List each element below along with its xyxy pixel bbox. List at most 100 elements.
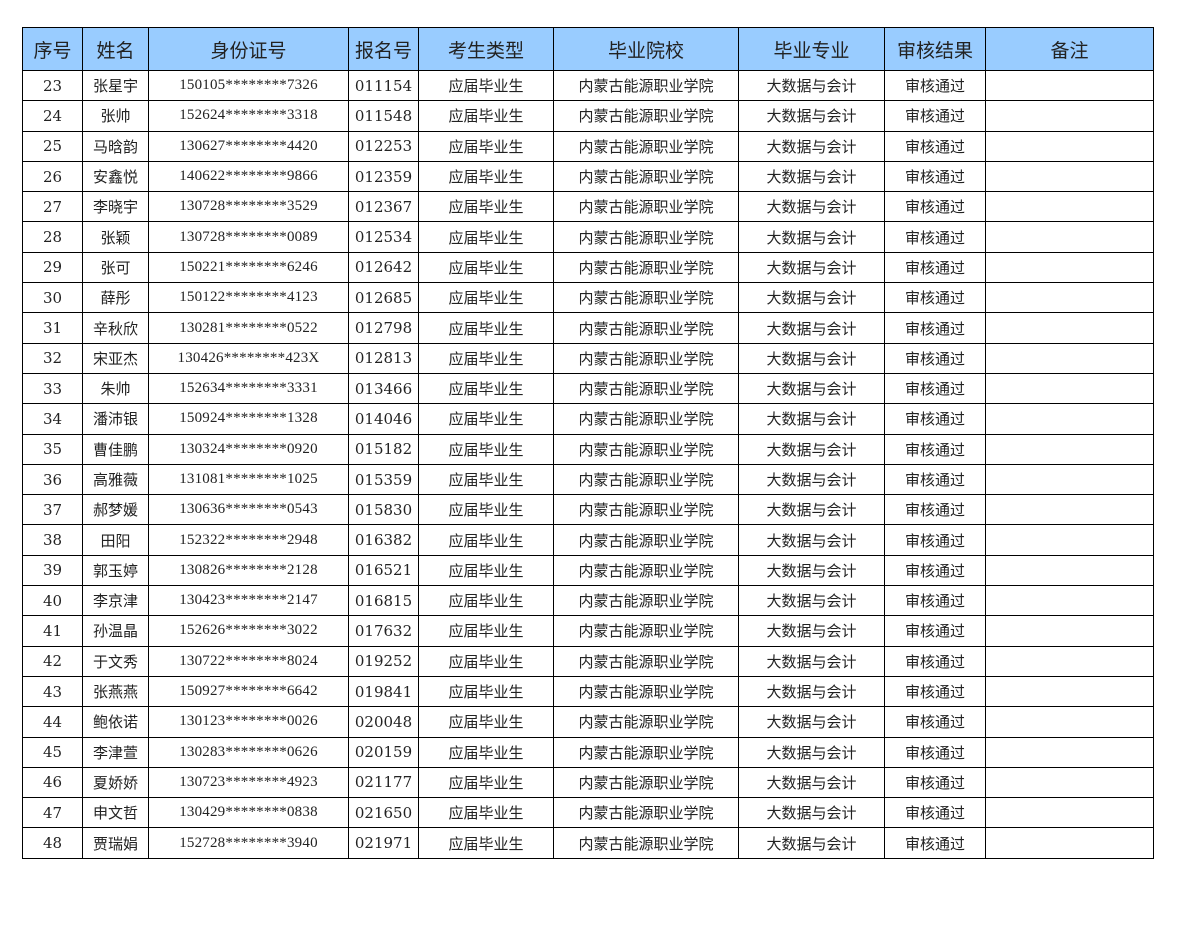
- cell-seq: 41: [22, 615, 83, 647]
- cell-name: 李津萱: [82, 736, 149, 768]
- cell-candidate-type: 应届毕业生: [418, 69, 554, 102]
- cell-candidate-type: 应届毕业生: [418, 797, 554, 829]
- cell-seq: 25: [22, 130, 83, 162]
- cell-name: 张帅: [82, 100, 149, 132]
- cell-review-result: 审核通过: [884, 463, 986, 496]
- cell-major: 大数据与会计: [738, 433, 885, 465]
- cell-remarks: [985, 524, 1154, 556]
- table-row: 26 安鑫悦 140622********9866 012359 应届毕业生 内蒙古能源职…: [22, 160, 1154, 193]
- cell-seq: 39: [22, 554, 83, 587]
- cell-id-number: 130636********0543: [148, 494, 349, 526]
- cell-school: 内蒙古能源职业学院: [553, 312, 739, 344]
- cell-candidate-type: 应届毕业生: [418, 191, 554, 223]
- cell-school: 内蒙古能源职业学院: [553, 463, 739, 496]
- cell-id-number: 130324********0920: [148, 433, 349, 465]
- cell-remarks: [985, 160, 1154, 193]
- cell-reg-number: 011548: [348, 100, 419, 132]
- cell-seq: 34: [22, 403, 83, 435]
- cell-id-number: 152728********3940: [148, 827, 349, 859]
- cell-id-number: 140622********9866: [148, 160, 349, 193]
- cell-id-number: 150927********6642: [148, 675, 349, 708]
- column-header-review-result: 审核结果: [884, 27, 986, 71]
- cell-id-number: 150105********7326: [148, 69, 349, 102]
- cell-remarks: [985, 585, 1154, 617]
- cell-major: 大数据与会计: [738, 160, 885, 193]
- cell-remarks: [985, 827, 1154, 859]
- cell-major: 大数据与会计: [738, 130, 885, 162]
- cell-seq: 32: [22, 342, 83, 374]
- cell-reg-number: 021971: [348, 827, 419, 859]
- cell-school: 内蒙古能源职业学院: [553, 554, 739, 587]
- cell-candidate-type: 应届毕业生: [418, 100, 554, 132]
- cell-reg-number: 011154: [348, 69, 419, 102]
- cell-name: 张颖: [82, 221, 149, 253]
- cell-reg-number: 012367: [348, 191, 419, 223]
- cell-candidate-type: 应届毕业生: [418, 372, 554, 405]
- table-row: 37 郝梦媛 130636********0543 015830 应届毕业生 内蒙古能源职…: [22, 494, 1154, 526]
- cell-name: 朱帅: [82, 372, 149, 405]
- cell-remarks: [985, 191, 1154, 223]
- cell-review-result: 审核通过: [884, 251, 986, 284]
- cell-candidate-type: 应届毕业生: [418, 282, 554, 314]
- cell-name: 贾瑞娟: [82, 827, 149, 859]
- cell-school: 内蒙古能源职业学院: [553, 100, 739, 132]
- cell-name: 张星宇: [82, 69, 149, 102]
- cell-school: 内蒙古能源职业学院: [553, 221, 739, 253]
- cell-candidate-type: 应届毕业生: [418, 675, 554, 708]
- cell-id-number: 130722********8024: [148, 645, 349, 677]
- table-row: 42 于文秀 130722********8024 019252 应届毕业生 内蒙古能源职…: [22, 645, 1154, 677]
- cell-school: 内蒙古能源职业学院: [553, 524, 739, 556]
- cell-remarks: [985, 433, 1154, 465]
- table-row: 31 辛秋欣 130281********0522 012798 应届毕业生 内蒙古能源职…: [22, 312, 1154, 344]
- cell-reg-number: 015182: [348, 433, 419, 465]
- cell-id-number: 130723********4923: [148, 766, 349, 799]
- cell-id-number: 130728********3529: [148, 191, 349, 223]
- cell-reg-number: 015359: [348, 463, 419, 496]
- column-header-remarks: 备注: [985, 27, 1154, 71]
- cell-review-result: 审核通过: [884, 736, 986, 768]
- cell-name: 张可: [82, 251, 149, 284]
- cell-major: 大数据与会计: [738, 463, 885, 496]
- cell-name: 孙温晶: [82, 615, 149, 647]
- cell-seq: 36: [22, 463, 83, 496]
- cell-remarks: [985, 251, 1154, 284]
- cell-school: 内蒙古能源职业学院: [553, 433, 739, 465]
- cell-id-number: 131081********1025: [148, 463, 349, 496]
- cell-seq: 40: [22, 585, 83, 617]
- cell-reg-number: 021177: [348, 766, 419, 799]
- cell-major: 大数据与会计: [738, 766, 885, 799]
- cell-id-number: 130429********0838: [148, 797, 349, 829]
- table-row: 35 曹佳鹏 130324********0920 015182 应届毕业生 内蒙古能源职…: [22, 433, 1154, 465]
- table-row: 30 薛彤 150122********4123 012685 应届毕业生 内蒙古能源职业…: [22, 282, 1154, 314]
- cell-remarks: [985, 130, 1154, 162]
- cell-remarks: [985, 100, 1154, 132]
- cell-seq: 44: [22, 706, 83, 738]
- cell-candidate-type: 应届毕业生: [418, 251, 554, 284]
- cell-id-number: 150122********4123: [148, 282, 349, 314]
- cell-candidate-type: 应届毕业生: [418, 524, 554, 556]
- cell-name: 马晗韵: [82, 130, 149, 162]
- cell-candidate-type: 应届毕业生: [418, 827, 554, 859]
- cell-name: 张燕燕: [82, 675, 149, 708]
- cell-review-result: 审核通过: [884, 433, 986, 465]
- cell-reg-number: 021650: [348, 797, 419, 829]
- cell-major: 大数据与会计: [738, 191, 885, 223]
- cell-school: 内蒙古能源职业学院: [553, 160, 739, 193]
- cell-major: 大数据与会计: [738, 736, 885, 768]
- cell-seq: 29: [22, 251, 83, 284]
- cell-seq: 24: [22, 100, 83, 132]
- cell-review-result: 审核通过: [884, 69, 986, 102]
- cell-candidate-type: 应届毕业生: [418, 130, 554, 162]
- cell-name: 李晓宇: [82, 191, 149, 223]
- cell-name: 郝梦媛: [82, 494, 149, 526]
- cell-candidate-type: 应届毕业生: [418, 342, 554, 374]
- cell-review-result: 审核通过: [884, 403, 986, 435]
- cell-remarks: [985, 797, 1154, 829]
- cell-review-result: 审核通过: [884, 282, 986, 314]
- cell-remarks: [985, 69, 1154, 102]
- cell-major: 大数据与会计: [738, 69, 885, 102]
- table-row: 43 张燕燕 150927********6642 019841 应届毕业生 内蒙古能源职…: [22, 675, 1154, 708]
- cell-name: 于文秀: [82, 645, 149, 677]
- cell-candidate-type: 应届毕业生: [418, 645, 554, 677]
- cell-seq: 28: [22, 221, 83, 253]
